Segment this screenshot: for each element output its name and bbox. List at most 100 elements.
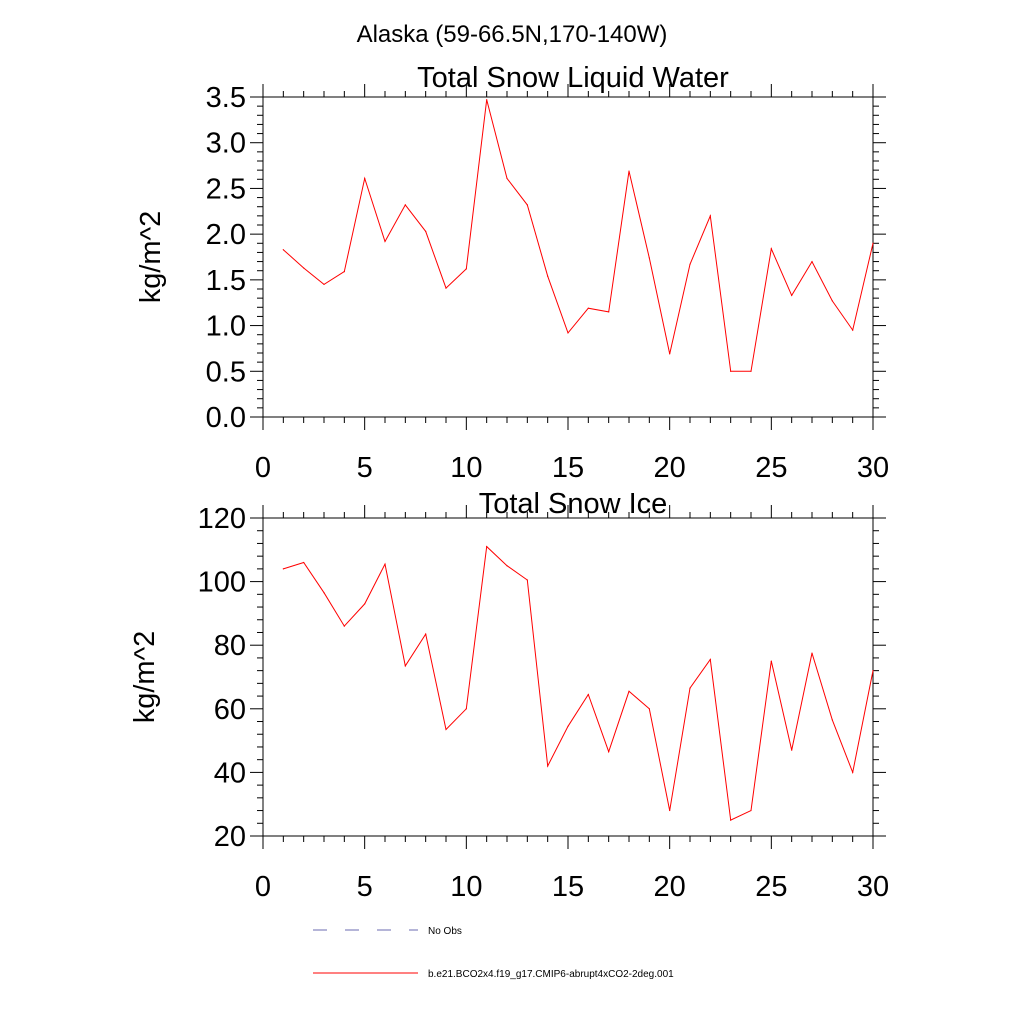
legend-label: No Obs — [428, 926, 462, 937]
page-title: Alaska (59-66.5N,170-140W) — [357, 21, 668, 48]
data-point — [506, 177, 508, 179]
y-axis-label: kg/m^2 — [135, 211, 167, 304]
x-tick-label: 20 — [654, 452, 686, 484]
plot-frame — [262, 96, 874, 418]
data-point — [791, 294, 793, 296]
data-point — [872, 670, 874, 672]
data-point — [547, 765, 549, 767]
chart-panels: Total Snow Liquid Water kg/m^2 0 5 10 15 20 25 3… — [129, 62, 889, 903]
data-point — [282, 568, 284, 570]
data-point — [445, 728, 447, 731]
x-tick-label: 15 — [552, 452, 584, 484]
plot-frame — [262, 517, 874, 837]
data-point — [669, 353, 671, 355]
y-tick-label: 1.0 — [206, 311, 246, 343]
y-axis-label: kg/m^2 — [129, 631, 161, 724]
data-point — [323, 283, 325, 286]
data-point — [384, 240, 386, 243]
data-point — [364, 603, 366, 605]
data-point — [669, 809, 671, 812]
data-point — [608, 751, 610, 753]
data-point — [404, 665, 406, 667]
x-tick-label: 10 — [450, 871, 482, 903]
x-tick-label: 5 — [357, 452, 373, 484]
y-tick-label: 0.5 — [206, 356, 246, 388]
x-tick-label: 30 — [857, 871, 889, 903]
x-tick-label: 25 — [755, 871, 787, 903]
data-point — [791, 749, 793, 751]
x-tick-label: 10 — [450, 452, 482, 484]
data-point — [852, 771, 854, 774]
data-point — [486, 99, 488, 101]
data-point — [587, 307, 589, 309]
data-point — [648, 257, 650, 259]
x-tick-label: 30 — [857, 452, 889, 484]
x-tick-label: 0 — [255, 452, 271, 484]
data-point — [465, 708, 467, 710]
data-point — [384, 563, 386, 565]
data-point — [831, 300, 833, 302]
data-point — [831, 719, 833, 721]
series-line — [283, 545, 874, 821]
x-tick-label: 25 — [755, 452, 787, 484]
data-point — [730, 370, 732, 372]
data-point — [343, 625, 345, 627]
y-tick-label: 120 — [198, 503, 246, 535]
chart-title: Total Snow Ice — [479, 488, 668, 520]
y-tick-label: 2.5 — [206, 173, 246, 205]
data-point — [323, 592, 325, 594]
data-point — [425, 230, 427, 232]
data-point — [343, 271, 345, 273]
data-point — [811, 652, 813, 654]
chart-panel: Total Snow Ice kg/m^2 0 5 10 15 20 25 30 20 40 60 80… — [129, 488, 889, 903]
data-point — [628, 690, 630, 692]
data-point — [628, 170, 630, 172]
data-point — [526, 579, 528, 581]
data-point — [608, 311, 610, 313]
data-point — [770, 660, 772, 662]
data-point — [303, 267, 305, 269]
data-point — [486, 546, 488, 548]
y-tick-label: 80 — [214, 630, 246, 662]
data-point — [303, 561, 305, 564]
data-point — [872, 242, 874, 244]
data-point — [730, 819, 732, 821]
y-tick-label: 3.5 — [206, 82, 246, 114]
chart-title: Total Snow Liquid Water — [417, 62, 729, 94]
data-point — [567, 725, 569, 727]
data-point — [526, 204, 528, 206]
y-tick-label: 20 — [214, 821, 246, 853]
series-line — [282, 99, 874, 372]
y-tick-label: 2.0 — [206, 219, 246, 251]
y-tick-label: 3.0 — [206, 128, 246, 160]
y-tick-label: 0.0 — [206, 402, 246, 434]
data-point — [506, 565, 508, 567]
data-point — [567, 332, 569, 334]
data-point — [465, 268, 467, 270]
x-tick-label: 15 — [552, 871, 584, 903]
data-point — [364, 177, 366, 179]
data-point — [750, 370, 752, 372]
data-point — [811, 260, 813, 263]
y-tick-label: 40 — [214, 757, 246, 789]
data-point — [689, 263, 691, 265]
y-tick-label: 1.5 — [206, 265, 246, 297]
data-point — [404, 204, 406, 206]
y-tick-label: 60 — [214, 694, 246, 726]
x-tick-label: 0 — [255, 871, 271, 903]
data-point — [445, 287, 447, 289]
data-point — [709, 658, 711, 661]
chart-panel: Total Snow Liquid Water kg/m^2 0 5 10 15 20 25 3… — [135, 62, 889, 484]
data-point — [750, 809, 752, 812]
y-tick-label: 100 — [198, 567, 246, 599]
data-point — [282, 249, 284, 251]
data-point — [425, 633, 427, 635]
data-point — [648, 708, 650, 710]
data-point — [709, 215, 711, 217]
x-tick-label: 5 — [357, 871, 373, 903]
legend-label: b.e21.BCO2x4.f19_g17.CMIP6-abrupt4xCO2-2… — [428, 969, 674, 980]
data-point — [689, 687, 691, 689]
data-point — [587, 693, 589, 696]
